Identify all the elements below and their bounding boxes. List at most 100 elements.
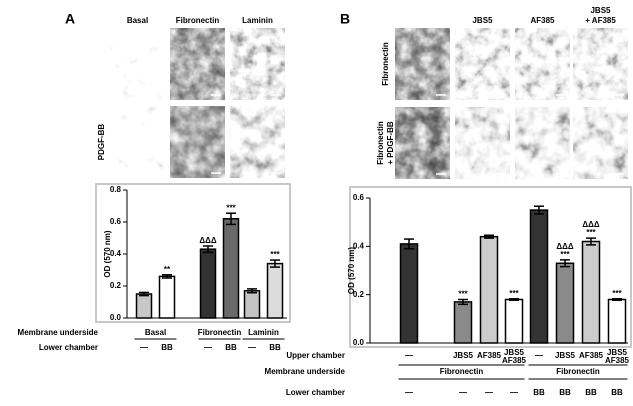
micrograph [110, 106, 165, 178]
micrograph [573, 107, 628, 179]
bar [607, 298, 627, 344]
condition-value: BB [225, 343, 237, 352]
condition-value: AF385 [477, 351, 502, 360]
y-tick-label: 0.4 [353, 241, 365, 250]
group-label: Laminin [248, 328, 279, 337]
condition-value: — [405, 351, 413, 360]
micrograph [573, 28, 628, 100]
micrograph [395, 107, 450, 179]
bar [158, 275, 176, 319]
y-tick-label: 0.6 [353, 193, 365, 202]
row-label: PDGF-BB [97, 124, 106, 161]
significance-label: *** [509, 289, 519, 298]
bar [266, 262, 284, 319]
condition-value: BB [559, 388, 571, 397]
condition-value: AF385 [502, 356, 527, 365]
y-axis-label: OD (570 nm) [103, 230, 112, 277]
y-axis-label: OD (570 nm) [347, 247, 356, 294]
condition-value: JBS5 [555, 351, 576, 360]
significance-label: *** [270, 250, 280, 259]
chart-frame [349, 186, 632, 348]
row-label-group: Fibronectin [381, 42, 390, 86]
column-label: JBS5 [590, 6, 611, 15]
significance-label: ΔΔΔ [556, 242, 574, 251]
micrograph [230, 106, 285, 178]
bar [555, 262, 575, 344]
bar [504, 298, 524, 344]
bar [399, 243, 419, 344]
column-label: JBS5 [472, 16, 493, 25]
bar [135, 293, 153, 319]
group-label: Basal [145, 328, 166, 337]
condition-value: JBS5 [453, 351, 474, 360]
micrograph [455, 107, 510, 179]
condition-value: JBS5 [607, 348, 628, 357]
condition-value: JBS5 [504, 348, 525, 357]
significance-label: *** [226, 203, 236, 212]
column-label: + AF385 [585, 16, 616, 25]
bar [199, 248, 217, 319]
y-tick-label: 0.6 [110, 217, 122, 226]
y-tick-label: 0.2 [110, 281, 122, 290]
column-label: AF385 [530, 16, 555, 25]
micrograph [170, 28, 225, 100]
condition-value: BB [611, 388, 623, 397]
significance-label: ΔΔΔ [582, 220, 600, 229]
y-tick-label: 0.0 [353, 338, 365, 347]
condition-value: — [405, 388, 413, 397]
condition-label: Upper chamber [286, 351, 345, 360]
condition-label: Membrane underside [265, 367, 346, 376]
condition-label: Membrane underside [18, 328, 99, 337]
micrograph [515, 28, 570, 100]
row-label: + PDGF-BB [386, 121, 395, 165]
condition-label: Lower chamber [286, 388, 345, 397]
group-label: Fibronectin [198, 328, 242, 337]
condition-value: — [204, 343, 212, 352]
condition-value: AF385 [579, 351, 604, 360]
significance-label: ΔΔΔ [199, 236, 217, 245]
group-label: Fibronectin [556, 367, 600, 376]
y-tick-label: 0.8 [110, 185, 122, 194]
column-label: Fibronectin [176, 16, 220, 25]
group-label: Fibronectin [440, 367, 484, 376]
condition-value: BB [533, 388, 545, 397]
row-label-group: PDGF-BB [97, 124, 106, 161]
significance-label: *** [586, 228, 596, 237]
panel-label: A [65, 11, 75, 27]
condition-value: BB [161, 343, 173, 352]
micrograph [170, 106, 225, 178]
condition-label: Lower chamber [39, 343, 98, 352]
column-label: Basal [127, 16, 148, 25]
row-label: Fibronectin [376, 121, 385, 165]
micrograph [230, 28, 285, 100]
condition-value: — [248, 343, 256, 352]
column-label: Laminin [242, 16, 273, 25]
condition-value: — [535, 351, 543, 360]
condition-value: — [485, 388, 493, 397]
bar [479, 235, 499, 344]
bar [453, 301, 473, 344]
row-label-group: Fibronectin + PDGF-BB [376, 121, 395, 165]
panel-label: B [340, 11, 350, 27]
bar [222, 218, 240, 319]
micrograph [395, 28, 450, 100]
bar [581, 240, 601, 344]
y-tick-label: 0.0 [110, 313, 122, 322]
significance-label: ** [164, 265, 171, 274]
micrograph [110, 28, 165, 100]
y-tick-label: 0.4 [110, 249, 122, 258]
condition-value: — [140, 343, 148, 352]
micrograph [515, 107, 570, 179]
y-tick-label: 0.2 [353, 290, 365, 299]
bar [243, 290, 261, 319]
row-label: Fibronectin [381, 42, 390, 86]
condition-value: — [459, 388, 467, 397]
condition-value: BB [585, 388, 597, 397]
condition-value: AF385 [605, 356, 630, 365]
significance-label: *** [458, 290, 468, 299]
bar [529, 209, 549, 344]
condition-value: — [510, 388, 518, 397]
significance-label: *** [612, 289, 622, 298]
